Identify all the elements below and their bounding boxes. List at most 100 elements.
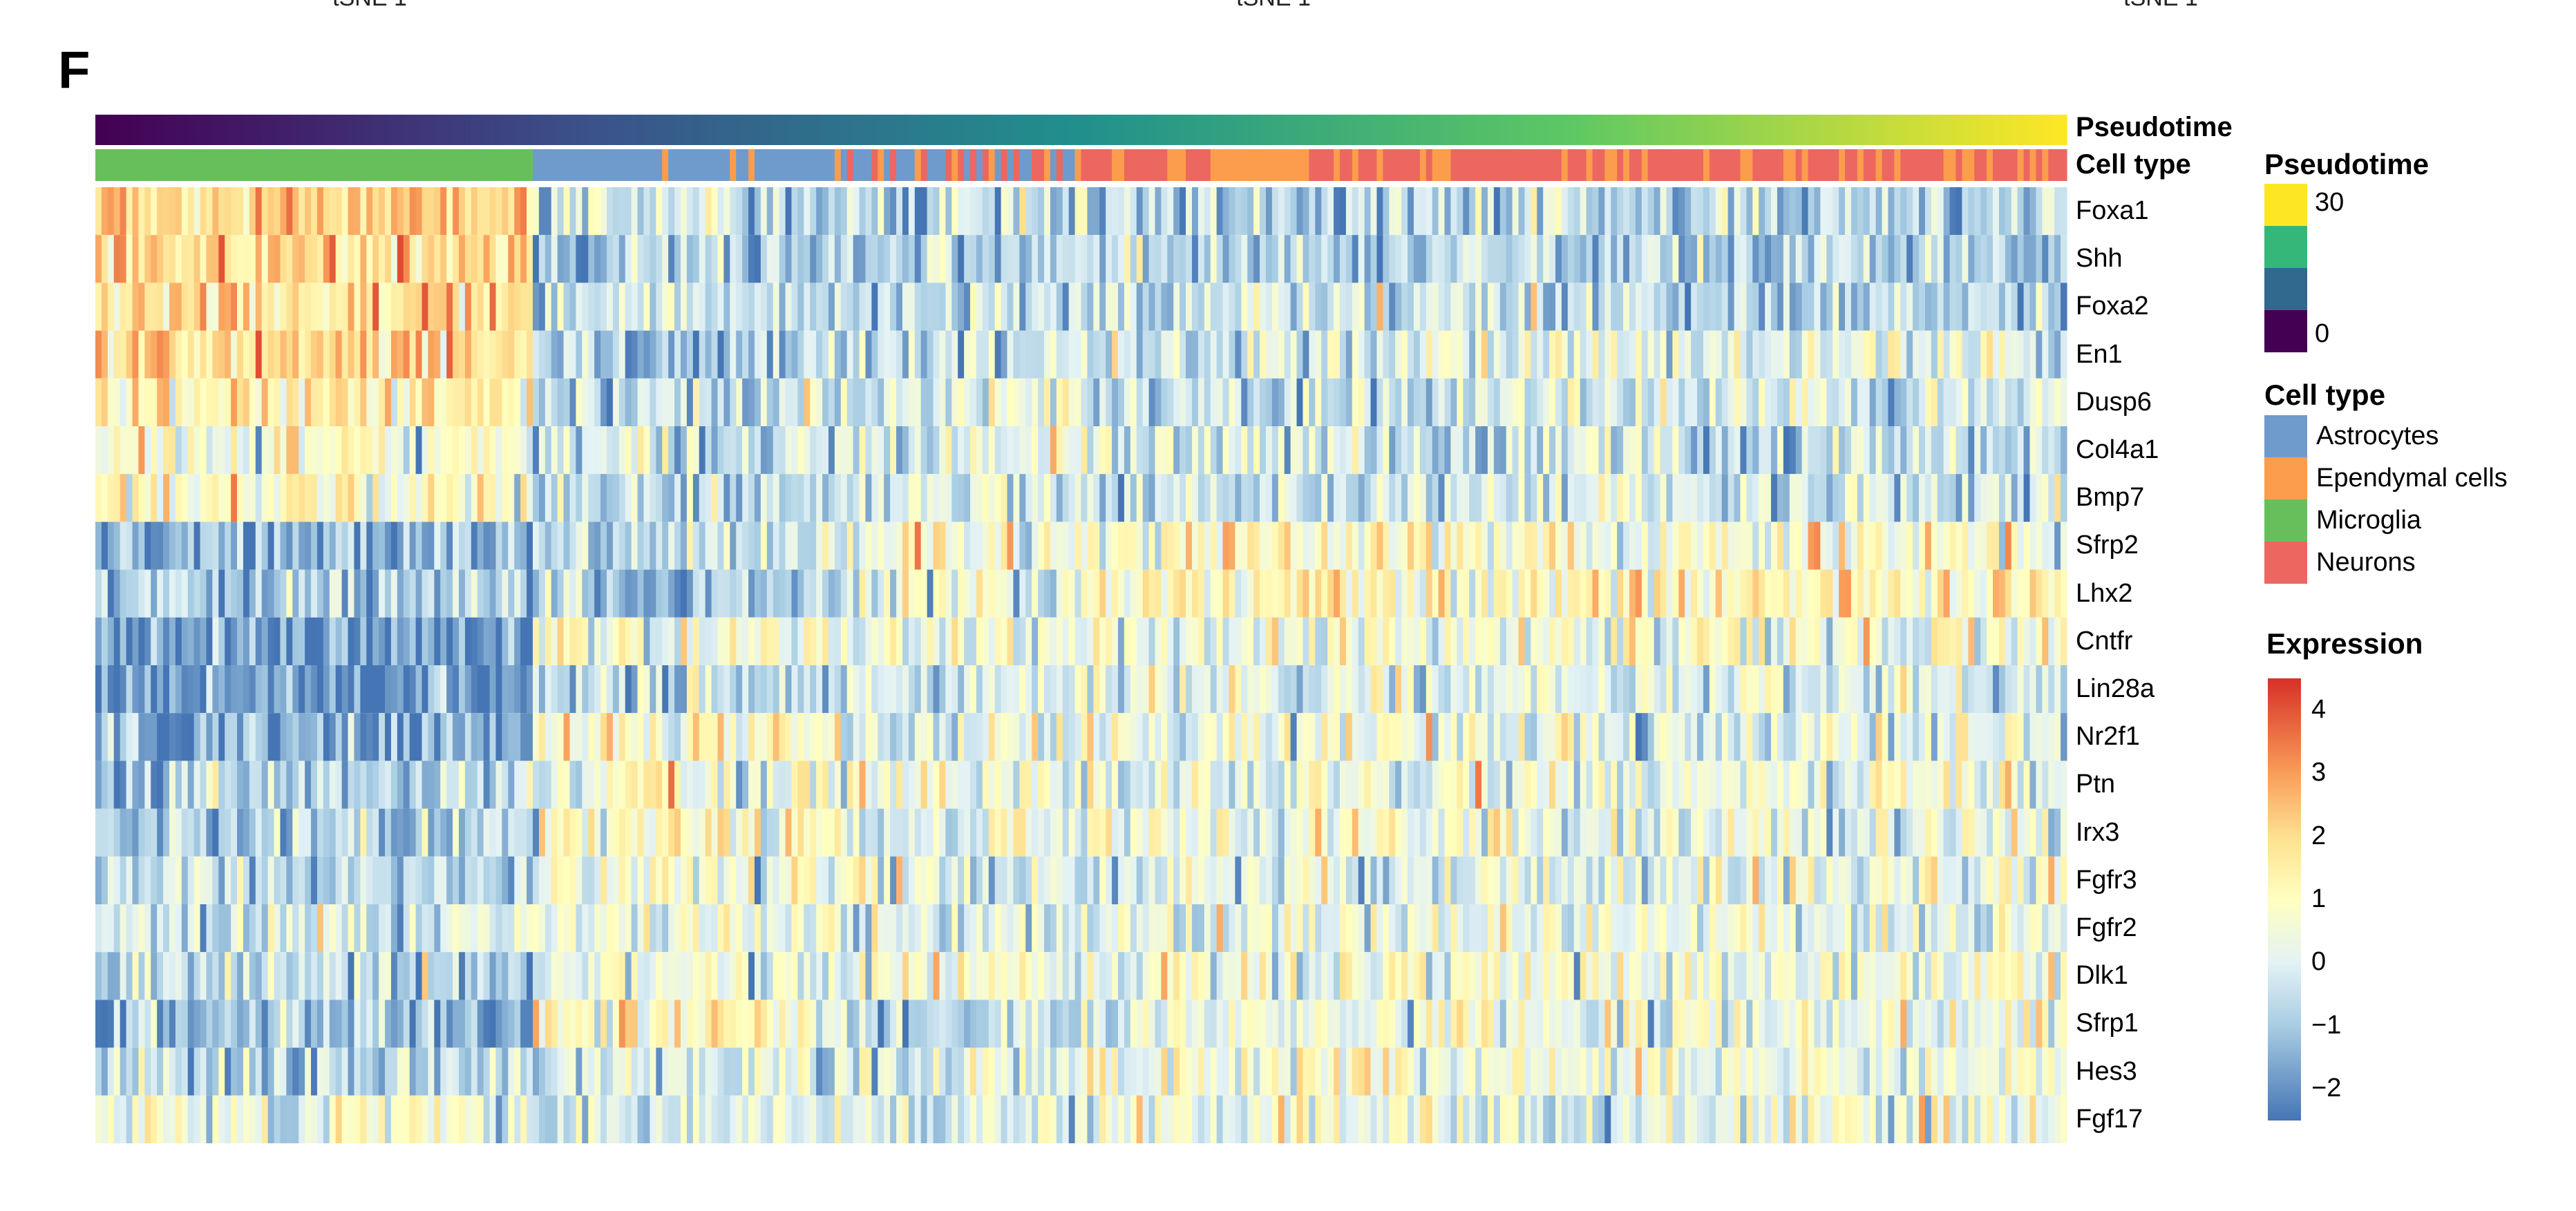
heatmap-cell	[785, 1047, 793, 1096]
heatmap-cell	[348, 378, 355, 426]
heatmap-cell	[964, 904, 971, 953]
heatmap-cell	[323, 1000, 330, 1048]
heatmap-cell	[878, 665, 884, 714]
heatmap-cell	[576, 378, 583, 426]
heatmap-cell	[1204, 808, 1211, 857]
heatmap-cell	[914, 808, 922, 857]
heatmap-cell	[1019, 665, 1026, 714]
heatmap-cell	[218, 617, 225, 665]
pseudotime-cell	[625, 115, 632, 145]
heatmap-cell	[354, 952, 361, 1000]
heatmap-cell	[766, 713, 774, 761]
heatmap-cell	[674, 569, 681, 618]
heatmap-cell	[1358, 617, 1365, 665]
heatmap-cell	[594, 1047, 601, 1096]
heatmap-cell	[760, 426, 768, 475]
pseudotime-cell	[563, 115, 571, 145]
heatmap-cell	[742, 474, 749, 522]
heatmap-cell	[773, 617, 780, 665]
heatmap-cell	[489, 761, 497, 809]
heatmap-cell	[982, 904, 989, 953]
heatmap-cell	[286, 761, 293, 809]
heatmap-cell	[1303, 761, 1309, 809]
heatmap-cell	[1032, 1095, 1039, 1143]
heatmap-cell	[828, 856, 835, 904]
heatmap-cell	[754, 952, 761, 1000]
heatmap-cell	[1352, 235, 1359, 283]
heatmap-cell	[1327, 665, 1334, 714]
heatmap-cell	[686, 1047, 694, 1096]
heatmap-cell	[810, 235, 817, 283]
heatmap-cell	[169, 235, 176, 283]
heatmap-cell	[1068, 378, 1076, 426]
heatmap-cell	[305, 665, 312, 714]
heatmap-cell	[206, 235, 213, 283]
heatmap-cell	[1383, 761, 1390, 809]
heatmap-cell	[822, 665, 829, 714]
cell-type-cell	[181, 149, 189, 181]
heatmap-cell	[1463, 187, 1470, 236]
heatmap-cell	[594, 187, 601, 236]
heatmap-cell	[544, 235, 552, 283]
heatmap-cell	[1352, 1000, 1359, 1048]
heatmap-cell	[1469, 1000, 1476, 1048]
heatmap-cell	[163, 665, 170, 714]
heatmap-cell	[403, 330, 410, 379]
heatmap-cell	[1074, 904, 1082, 953]
heatmap-cell	[157, 713, 164, 761]
heatmap-cell	[1186, 665, 1193, 714]
heatmap-cell	[1370, 904, 1378, 953]
heatmap-cell	[1148, 1095, 1156, 1143]
heatmap-cell	[126, 761, 133, 809]
heatmap-cell	[754, 713, 761, 761]
heatmap-cell	[748, 1095, 755, 1143]
heatmap-cell	[1364, 1047, 1372, 1096]
heatmap-cell	[379, 952, 386, 1000]
heatmap-cell	[945, 856, 952, 904]
heatmap-cell	[1395, 904, 1402, 953]
heatmap-cell	[1074, 808, 1082, 857]
heatmap-cell	[1475, 952, 1482, 1000]
heatmap-cell	[1315, 474, 1322, 522]
cell-type-cell	[527, 149, 533, 181]
heatmap-cell	[520, 617, 527, 665]
heatmap-cell	[612, 378, 620, 426]
heatmap-cell	[1315, 569, 1322, 618]
heatmap-cell	[1130, 569, 1137, 618]
heatmap-cell	[1001, 569, 1008, 618]
heatmap-cell	[705, 617, 712, 665]
heatmap-cell	[951, 569, 958, 618]
heatmap-cell	[231, 1047, 238, 1096]
heatmap-cell	[1389, 522, 1396, 570]
heatmap-cell	[1106, 665, 1112, 714]
heatmap-cell	[249, 904, 256, 953]
heatmap-cell	[403, 1000, 410, 1048]
heatmap-cell	[785, 1095, 793, 1143]
heatmap-cell	[1401, 569, 1408, 618]
heatmap-cell	[1253, 1047, 1260, 1096]
heatmap-cell	[249, 283, 256, 331]
heatmap-cell	[1241, 1047, 1248, 1096]
heatmap-cell	[372, 187, 379, 236]
heatmap-cell	[372, 952, 379, 1000]
heatmap-cell	[1093, 426, 1100, 475]
heatmap-cell	[446, 713, 453, 761]
heatmap-cell	[637, 330, 645, 379]
heatmap-cell	[964, 1000, 971, 1048]
heatmap-cell	[193, 808, 201, 857]
heatmap-cell	[422, 617, 429, 665]
heatmap-cell	[1235, 378, 1242, 426]
heatmap-cell	[329, 952, 337, 1000]
heatmap-cell	[249, 235, 256, 283]
heatmap-cell	[348, 569, 355, 618]
heatmap-cell	[1352, 426, 1359, 475]
heatmap-cell	[1161, 856, 1168, 904]
heatmap-cell	[464, 856, 472, 904]
heatmap-cell	[403, 283, 410, 331]
heatmap-cell	[1025, 426, 1032, 475]
heatmap-cell	[483, 569, 491, 618]
heatmap-cell	[249, 187, 256, 236]
heatmap-cell	[409, 952, 417, 1000]
heatmap-cell	[489, 283, 497, 331]
heatmap-cell	[1068, 904, 1076, 953]
